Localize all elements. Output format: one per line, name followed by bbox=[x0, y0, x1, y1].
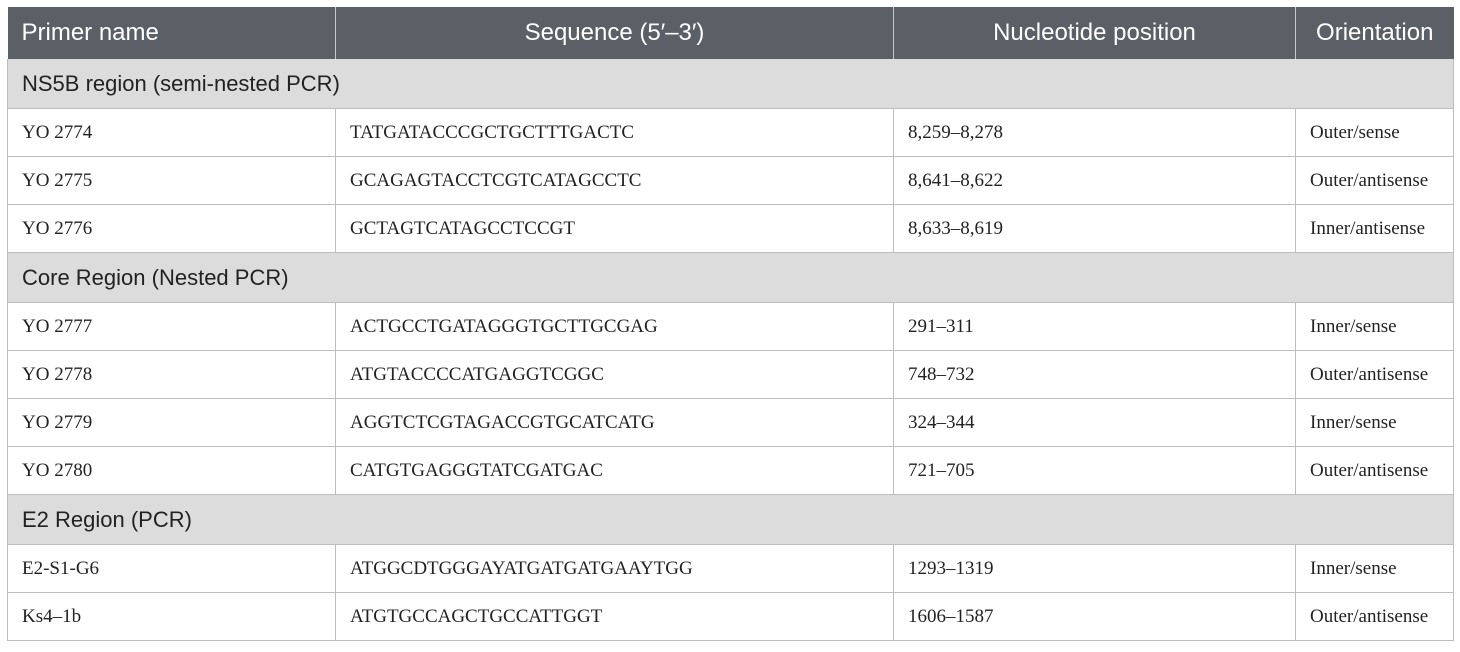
position-cell: 324–344 bbox=[893, 398, 1296, 447]
position-cell: 8,633–8,619 bbox=[893, 204, 1296, 253]
position-cell: 721–705 bbox=[893, 446, 1296, 495]
primer-name-cell: E2-S1-G6 bbox=[7, 544, 336, 593]
header-nucleotide-position: Nucleotide position bbox=[893, 7, 1296, 59]
table-row: Ks4–1b ATGTGCCAGCTGCCATTGGT 1606–1587 Ou… bbox=[7, 592, 1454, 641]
sequence-cell: ATGGCDTGGGAYATGATGATGAAYTGG bbox=[335, 544, 894, 593]
primer-table: Primer name Sequence (5′–3′) Nucleotide … bbox=[7, 7, 1454, 641]
orientation-cell: Inner/sense bbox=[1295, 544, 1454, 593]
table-row: YO 2774 TATGATACCCGCTGCTTTGACTC 8,259–8,… bbox=[7, 108, 1454, 157]
group-row: E2 Region (PCR) bbox=[7, 494, 1454, 545]
table-row: YO 2780 CATGTGAGGGTATCGATGAC 721–705 Out… bbox=[7, 446, 1454, 495]
orientation-cell: Inner/antisense bbox=[1295, 204, 1454, 253]
header-primer-name: Primer name bbox=[7, 7, 336, 59]
header-sequence: Sequence (5′–3′) bbox=[335, 7, 894, 59]
table-row: YO 2775 GCAGAGTACCTCGTCATAGCCTC 8,641–8,… bbox=[7, 156, 1454, 205]
position-cell: 748–732 bbox=[893, 350, 1296, 399]
sequence-cell: ACTGCCTGATAGGGTGCTTGCGAG bbox=[335, 302, 894, 351]
header-orientation: Orientation bbox=[1295, 7, 1454, 59]
position-cell: 8,641–8,622 bbox=[893, 156, 1296, 205]
sequence-cell: TATGATACCCGCTGCTTTGACTC bbox=[335, 108, 894, 157]
orientation-cell: Inner/sense bbox=[1295, 302, 1454, 351]
position-cell: 291–311 bbox=[893, 302, 1296, 351]
table-body: NS5B region (semi-nested PCR) YO 2774 TA… bbox=[7, 59, 1454, 641]
position-cell: 8,259–8,278 bbox=[893, 108, 1296, 157]
primer-table-container: Primer name Sequence (5′–3′) Nucleotide … bbox=[7, 7, 1454, 641]
table-header: Primer name Sequence (5′–3′) Nucleotide … bbox=[7, 7, 1454, 59]
orientation-cell: Outer/antisense bbox=[1295, 446, 1454, 495]
table-row: YO 2778 ATGTACCCCATGAGGTCGGC 748–732 Out… bbox=[7, 350, 1454, 399]
primer-name-cell: YO 2777 bbox=[7, 302, 336, 351]
primer-name-cell: YO 2775 bbox=[7, 156, 336, 205]
orientation-cell: Outer/antisense bbox=[1295, 156, 1454, 205]
orientation-cell: Outer/antisense bbox=[1295, 592, 1454, 641]
primer-name-cell: YO 2774 bbox=[7, 108, 336, 157]
sequence-cell: GCAGAGTACCTCGTCATAGCCTC bbox=[335, 156, 894, 205]
group-row: Core Region (Nested PCR) bbox=[7, 252, 1454, 303]
sequence-cell: ATGTGCCAGCTGCCATTGGT bbox=[335, 592, 894, 641]
group-title: E2 Region (PCR) bbox=[7, 494, 1454, 545]
group-row: NS5B region (semi-nested PCR) bbox=[7, 59, 1454, 109]
primer-name-cell: YO 2780 bbox=[7, 446, 336, 495]
table-row: YO 2779 AGGTCTCGTAGACCGTGCATCATG 324–344… bbox=[7, 398, 1454, 447]
position-cell: 1293–1319 bbox=[893, 544, 1296, 593]
orientation-cell: Inner/sense bbox=[1295, 398, 1454, 447]
group-title: NS5B region (semi-nested PCR) bbox=[7, 59, 1454, 109]
primer-name-cell: YO 2778 bbox=[7, 350, 336, 399]
primer-name-cell: Ks4–1b bbox=[7, 592, 336, 641]
orientation-cell: Outer/sense bbox=[1295, 108, 1454, 157]
group-title: Core Region (Nested PCR) bbox=[7, 252, 1454, 303]
table-row: YO 2777 ACTGCCTGATAGGGTGCTTGCGAG 291–311… bbox=[7, 302, 1454, 351]
orientation-cell: Outer/antisense bbox=[1295, 350, 1454, 399]
primer-name-cell: YO 2776 bbox=[7, 204, 336, 253]
sequence-cell: GCTAGTCATAGCCTCCGT bbox=[335, 204, 894, 253]
primer-name-cell: YO 2779 bbox=[7, 398, 336, 447]
table-row: YO 2776 GCTAGTCATAGCCTCCGT 8,633–8,619 I… bbox=[7, 204, 1454, 253]
position-cell: 1606–1587 bbox=[893, 592, 1296, 641]
sequence-cell: ATGTACCCCATGAGGTCGGC bbox=[335, 350, 894, 399]
sequence-cell: AGGTCTCGTAGACCGTGCATCATG bbox=[335, 398, 894, 447]
table-row: E2-S1-G6 ATGGCDTGGGAYATGATGATGAAYTGG 129… bbox=[7, 544, 1454, 593]
sequence-cell: CATGTGAGGGTATCGATGAC bbox=[335, 446, 894, 495]
header-row: Primer name Sequence (5′–3′) Nucleotide … bbox=[7, 7, 1454, 59]
